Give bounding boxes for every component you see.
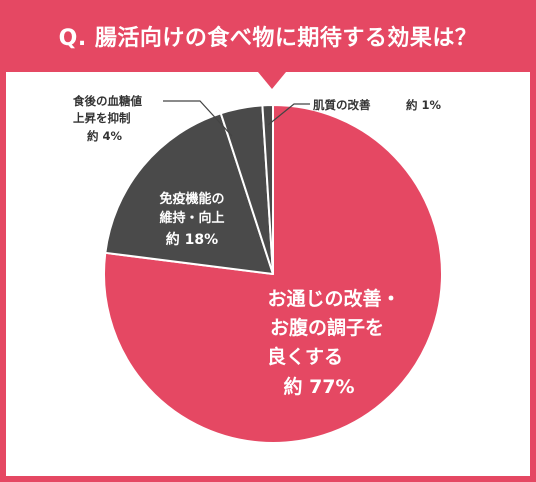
- slice-label-skin-line1: 肌質の改善: [313, 98, 371, 112]
- slice-label-bowel: お通じの改善・ お腹の調子を 良くする 約 77%: [267, 287, 401, 398]
- slice-value-skin: 約 1%: [406, 98, 442, 112]
- slice-label-bowel-line3: 良くする: [267, 345, 343, 368]
- question-title: Q. 腸活向けの食べ物に期待する効果は？: [58, 26, 478, 51]
- leader-line-blood-sugar: [163, 100, 233, 137]
- pie-slice-skin: [261, 103, 274, 275]
- slice-label-immune-line1: 免疫機能の: [159, 191, 224, 207]
- pie-slice-bowel: [102, 104, 443, 444]
- slice-label-bowel-line1: お通じの改善・: [267, 287, 400, 310]
- slice-label-blood-sugar: 食後の血糖値 上昇を抑制 約 4%: [73, 94, 142, 143]
- slice-value-immune: 約 18%: [166, 231, 218, 248]
- header-pointer: [258, 72, 286, 89]
- pie-slice-immune: [104, 112, 274, 275]
- pie-chart: お通じの改善・ お腹の調子を 良くする 約 77% 免疫機能の 維持・向上 約 …: [73, 94, 443, 444]
- slice-label-skin: 肌質の改善 約 1%: [313, 98, 442, 112]
- question-header: Q. 腸活向けの食べ物に期待する効果は？: [6, 0, 530, 72]
- slice-label-bowel-line2: お腹の調子を: [270, 316, 384, 339]
- slice-label-immune: 免疫機能の 維持・向上 約 18%: [159, 191, 224, 248]
- leader-line-skin: [267, 103, 310, 126]
- slice-value-blood-sugar: 約 4%: [87, 129, 123, 143]
- pie-slices: [102, 103, 443, 444]
- slice-value-bowel: 約 77%: [283, 375, 354, 398]
- slice-label-immune-line2: 維持・向上: [159, 210, 224, 226]
- slice-label-blood-sugar-line2: 上昇を抑制: [73, 111, 131, 125]
- slice-label-blood-sugar-line1: 食後の血糖値: [73, 94, 142, 108]
